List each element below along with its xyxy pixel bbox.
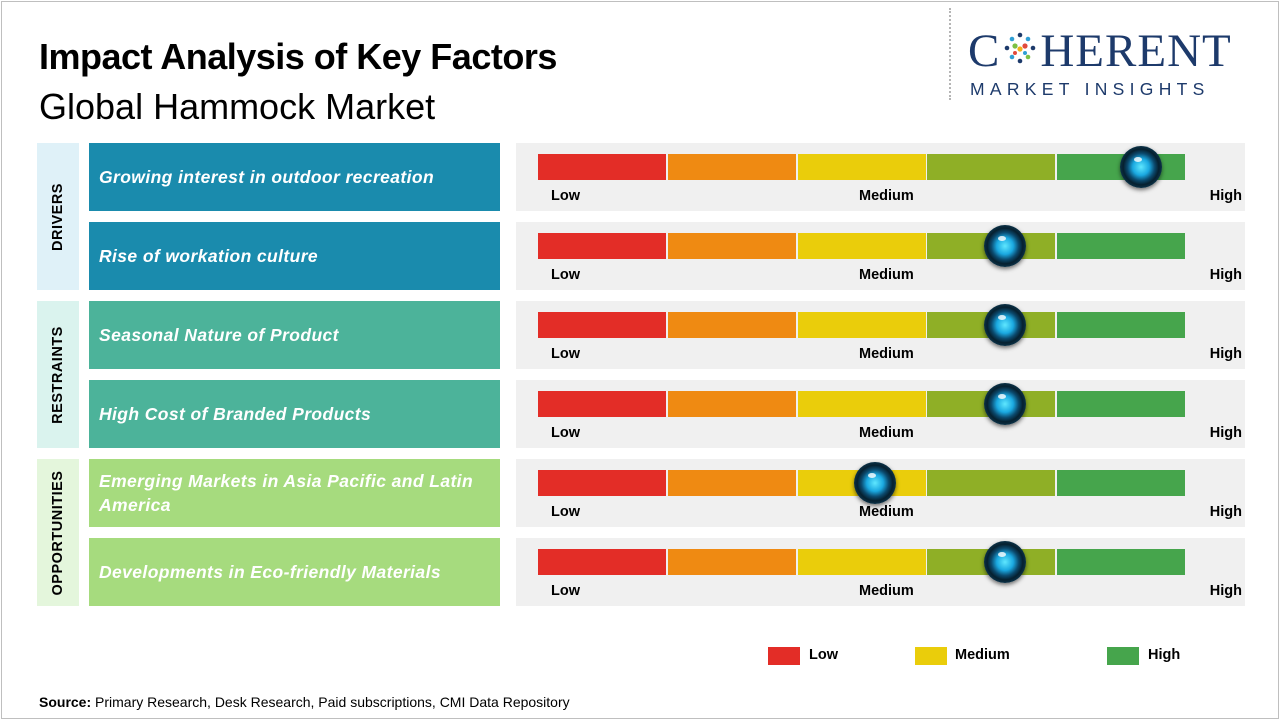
legend-high-swatch bbox=[1107, 647, 1139, 665]
impact-marker bbox=[983, 225, 1026, 267]
gauge-segment-3 bbox=[798, 549, 926, 575]
impact-gauge: Low Medium High bbox=[516, 459, 1245, 527]
gauge-segment-3 bbox=[798, 154, 926, 180]
factor-label-box: Growing interest in outdoor recreation bbox=[89, 143, 500, 211]
gauge-segment-2 bbox=[668, 470, 796, 496]
gauge-low-label: Low bbox=[551, 583, 580, 599]
gauge-segment-5 bbox=[1057, 233, 1185, 259]
category-panel-restraints: RESTRAINTS bbox=[37, 301, 79, 448]
gauge-segment-1 bbox=[538, 470, 666, 496]
gauge-medium-label: Medium bbox=[859, 188, 914, 204]
impact-marker bbox=[983, 304, 1026, 346]
impact-gauge: Low Medium High bbox=[516, 301, 1245, 369]
logo-subtitle: MARKET INSIGHTS bbox=[970, 79, 1210, 99]
factor-label-box: High Cost of Branded Products bbox=[89, 380, 500, 448]
impact-marker bbox=[853, 462, 896, 504]
source-label: Source: bbox=[39, 694, 92, 710]
gauge-medium-label: Medium bbox=[859, 346, 914, 362]
category-label-drivers: DRIVERS bbox=[50, 182, 66, 251]
legend-high-label: High bbox=[1148, 647, 1181, 663]
gauge-segment-1 bbox=[538, 233, 666, 259]
gauge-segment-2 bbox=[668, 391, 796, 417]
gauge-segment-2 bbox=[668, 312, 796, 338]
factor-label-box: Seasonal Nature of Product bbox=[89, 301, 500, 369]
logo-text-start: C bbox=[968, 25, 1001, 77]
gauge-high-label: High bbox=[1209, 425, 1242, 441]
impact-marker bbox=[983, 383, 1026, 425]
factor-label: Growing interest in outdoor recreation bbox=[99, 167, 435, 187]
gauge-segment-2 bbox=[668, 549, 796, 575]
gauge-high-label: High bbox=[1209, 346, 1242, 362]
impact-gauge: Low Medium High bbox=[516, 143, 1245, 211]
gauge-segment-2 bbox=[668, 154, 796, 180]
gauge-low-label: Low bbox=[551, 425, 580, 441]
chart-subtitle: Global Hammock Market bbox=[39, 86, 436, 127]
factor-label-box: Rise of workation culture bbox=[89, 222, 500, 290]
gauge-medium-label: Medium bbox=[859, 267, 914, 283]
legend-medium-swatch bbox=[915, 647, 947, 665]
gauge-medium-label: Medium bbox=[859, 504, 914, 520]
category-label-opportunities: OPPORTUNITIES bbox=[50, 470, 66, 595]
company-logo: C HERENT bbox=[968, 28, 1232, 75]
factor-label: High Cost of Branded Products bbox=[99, 404, 372, 424]
gauge-segment-5 bbox=[1057, 391, 1185, 417]
legend-medium-label: Medium bbox=[955, 647, 1010, 663]
gauge-segment-4 bbox=[927, 470, 1055, 496]
gauge-low-label: Low bbox=[551, 346, 580, 362]
factor-label-box: Developments in Eco-friendly Materials bbox=[89, 538, 500, 606]
gauge-segment-4 bbox=[927, 154, 1055, 180]
legend-low-swatch bbox=[768, 647, 800, 665]
logo-text-end: HERENT bbox=[1040, 25, 1232, 77]
gauge-medium-label: Medium bbox=[859, 425, 914, 441]
impact-gauge: Low Medium High bbox=[516, 538, 1245, 606]
impact-gauge: Low Medium High bbox=[516, 380, 1245, 448]
gauge-high-label: High bbox=[1209, 188, 1242, 204]
gauge-segment-5 bbox=[1057, 312, 1185, 338]
gauge-segment-1 bbox=[538, 549, 666, 575]
legend-low-label: Low bbox=[809, 647, 838, 663]
gauge-segment-3 bbox=[798, 312, 926, 338]
chart-title: Impact Analysis of Key Factors bbox=[39, 36, 557, 77]
category-label-restraints: RESTRAINTS bbox=[50, 325, 66, 424]
gauge-medium-label: Medium bbox=[859, 583, 914, 599]
gauge-segment-5 bbox=[1057, 470, 1185, 496]
logo-globe-icon bbox=[1005, 32, 1036, 64]
impact-marker bbox=[1119, 146, 1162, 188]
gauge-segment-5 bbox=[1057, 549, 1185, 575]
category-panel-opportunities: OPPORTUNITIES bbox=[37, 459, 79, 606]
source-note: Source: Primary Research, Desk Research,… bbox=[39, 694, 570, 710]
factor-label: Seasonal Nature of Product bbox=[99, 325, 339, 345]
gauge-segment-1 bbox=[538, 312, 666, 338]
logo-divider bbox=[949, 8, 951, 100]
factor-label-box: Emerging Markets in Asia Pacific and Lat… bbox=[89, 459, 500, 527]
gauge-segment-1 bbox=[538, 391, 666, 417]
gauge-high-label: High bbox=[1209, 504, 1242, 520]
category-panel-drivers: DRIVERS bbox=[37, 143, 79, 290]
gauge-low-label: Low bbox=[551, 504, 580, 520]
gauge-low-label: Low bbox=[551, 188, 580, 204]
source-text: Primary Research, Desk Research, Paid su… bbox=[91, 694, 570, 710]
gauge-segment-1 bbox=[538, 154, 666, 180]
factor-label: Rise of workation culture bbox=[99, 246, 319, 266]
gauge-high-label: High bbox=[1209, 583, 1242, 599]
impact-gauge: Low Medium High bbox=[516, 222, 1245, 290]
gauge-low-label: Low bbox=[551, 267, 580, 283]
gauge-segment-3 bbox=[798, 391, 926, 417]
gauge-high-label: High bbox=[1209, 267, 1242, 283]
impact-marker bbox=[983, 541, 1026, 583]
gauge-segment-2 bbox=[668, 233, 796, 259]
factor-label: Developments in Eco-friendly Materials bbox=[99, 562, 441, 582]
factor-label: Emerging Markets in Asia Pacific and Lat… bbox=[99, 471, 474, 515]
gauge-segment-3 bbox=[798, 233, 926, 259]
